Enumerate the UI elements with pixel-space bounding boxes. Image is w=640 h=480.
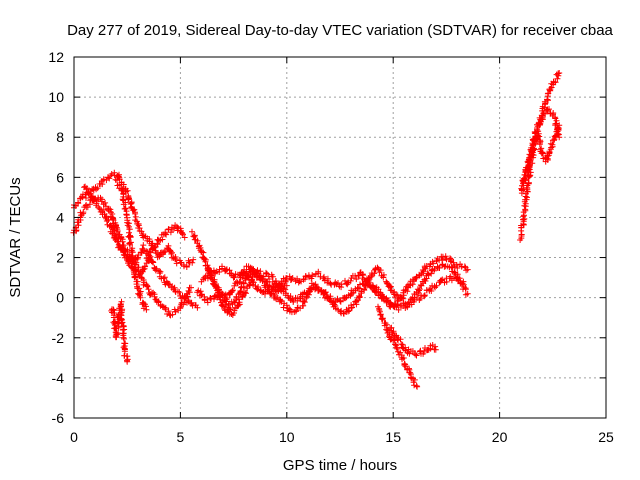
series-track-o [519, 106, 563, 184]
y-tick-label: 0 [56, 290, 64, 306]
series-markers [189, 228, 290, 318]
chart-title: Day 277 of 2019, Sidereal Day-to-day VTE… [67, 22, 613, 39]
x-tick-label: 5 [177, 429, 185, 445]
x-tick-label: 0 [70, 429, 78, 445]
series-track-f [108, 298, 131, 365]
series-markers [375, 303, 421, 390]
y-axis-title: SDTVAR / TECUs [7, 177, 24, 297]
series-track-e [112, 176, 150, 313]
x-axis-title: GPS time / hours [283, 457, 397, 474]
x-tick-label: 20 [492, 429, 508, 445]
series-track-k [375, 303, 421, 390]
y-tick-label: 2 [56, 250, 64, 266]
x-tick-label: 25 [598, 429, 614, 445]
y-tick-label: 12 [48, 49, 64, 65]
series-markers [519, 106, 563, 184]
y-tick-label: 4 [56, 209, 64, 225]
series-markers [108, 298, 131, 365]
y-tick-label: -2 [52, 330, 65, 346]
y-tick-label: -6 [52, 410, 65, 426]
y-tick-label: -4 [52, 370, 65, 386]
tick-layer: 0 5 10 15 20 25 -6 -4 -2 0 2 4 6 8 10 12 [48, 49, 614, 445]
series-track-d [109, 220, 201, 311]
series-markers [112, 176, 150, 313]
series-markers [109, 220, 201, 311]
y-tick-label: 10 [48, 89, 64, 105]
series-track-l [386, 324, 439, 359]
data-layer [70, 70, 563, 390]
y-tick-label: 8 [56, 129, 64, 145]
series-markers [386, 324, 439, 359]
x-tick-label: 10 [279, 429, 295, 445]
plot-frame [73, 56, 607, 419]
series-track-j [189, 228, 290, 318]
y-tick-label: 6 [56, 169, 64, 185]
x-tick-label: 15 [385, 429, 401, 445]
